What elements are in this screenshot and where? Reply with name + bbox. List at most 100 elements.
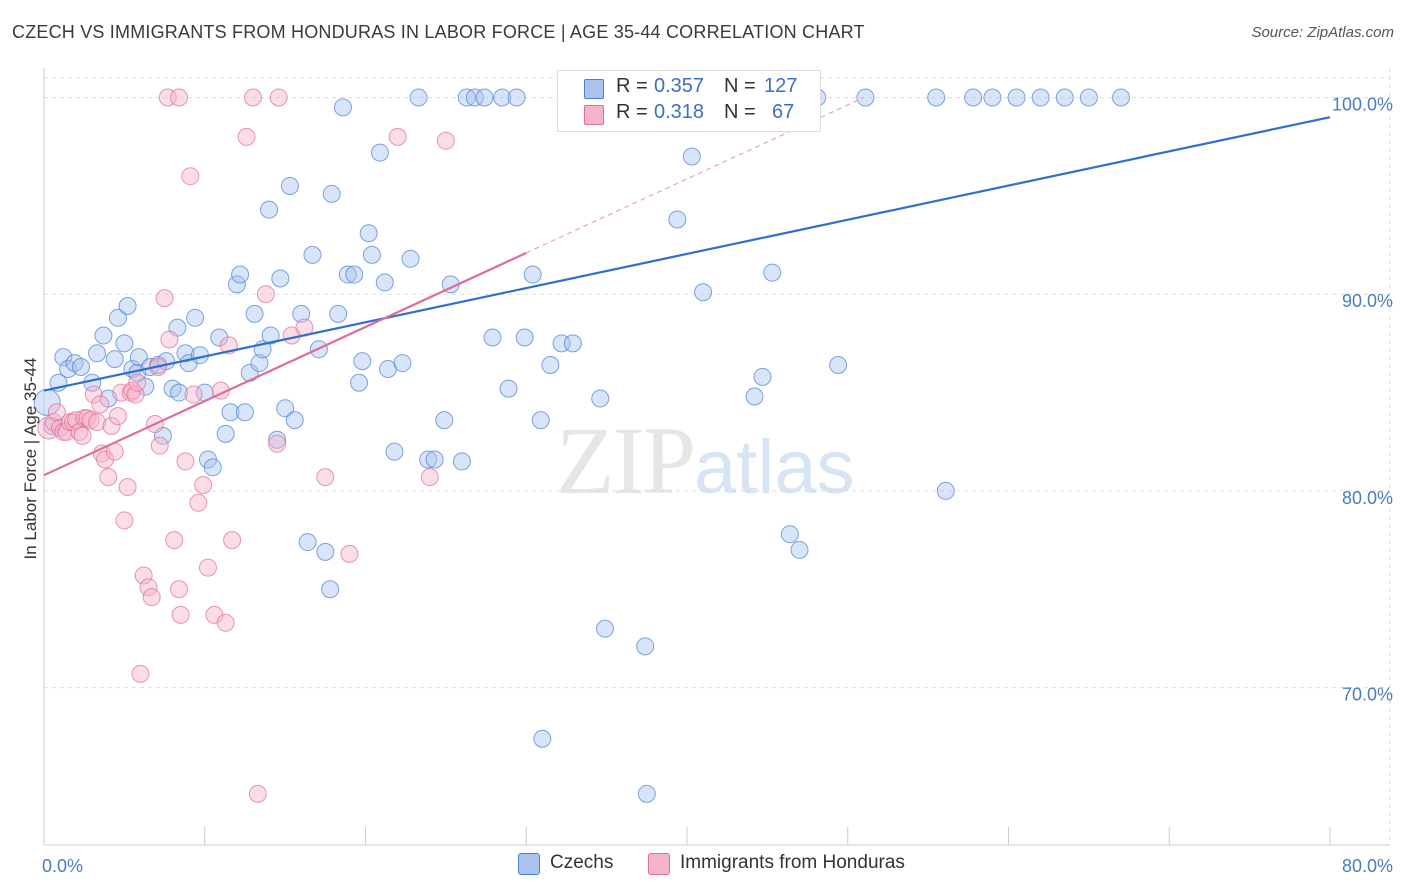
czech-point-70 bbox=[401, 249, 420, 268]
czech-point-45 bbox=[268, 430, 287, 449]
czech-point-51 bbox=[298, 533, 317, 552]
czech-point-36 bbox=[227, 275, 246, 294]
honduras-point-39 bbox=[165, 531, 184, 550]
czech-point-114 bbox=[856, 88, 875, 107]
czech-point-35 bbox=[221, 403, 240, 422]
czech-point-124 bbox=[533, 729, 552, 748]
honduras-point-53 bbox=[237, 127, 256, 146]
honduras-point-19 bbox=[99, 468, 118, 487]
honduras-point-16 bbox=[91, 395, 110, 414]
honduras-point-65 bbox=[243, 88, 262, 107]
axes bbox=[43, 68, 1390, 846]
czech-point-34 bbox=[216, 424, 235, 443]
honduras-point-52 bbox=[223, 531, 242, 550]
legend-n-value: 67 bbox=[772, 101, 795, 123]
czech-point-110 bbox=[790, 540, 809, 559]
czech-point-11 bbox=[105, 350, 124, 369]
czech-point-6 bbox=[71, 357, 90, 376]
honduras-point-13 bbox=[81, 411, 100, 430]
czech-point-14 bbox=[118, 297, 137, 316]
legend-swatch-honduras bbox=[648, 853, 670, 875]
series-czechs bbox=[33, 88, 1131, 803]
axis-labels: 100.0% 90.0% 80.0% 70.0% 0.0% 80.0% In Labor F… bbox=[21, 95, 1393, 876]
czech-point-54 bbox=[316, 542, 335, 561]
source-label: Source: ZipAtlas.com bbox=[1251, 24, 1394, 41]
czech-point-77 bbox=[465, 88, 484, 107]
czech-point-26 bbox=[176, 344, 195, 363]
honduras-point-29 bbox=[128, 373, 147, 392]
honduras-point-46 bbox=[194, 476, 213, 495]
czech-point-3 bbox=[54, 348, 73, 367]
honduras-point-12 bbox=[78, 409, 97, 428]
czech-point-84 bbox=[523, 265, 542, 284]
honduras-point-25 bbox=[118, 477, 137, 496]
czech-point-120 bbox=[1031, 88, 1050, 107]
honduras-point-44 bbox=[184, 385, 203, 404]
czech-point-99 bbox=[668, 210, 687, 229]
legend-swatch-czechs bbox=[518, 853, 540, 875]
czech-point-56 bbox=[322, 184, 341, 203]
honduras-point-33 bbox=[142, 588, 161, 607]
honduras-point-32 bbox=[139, 578, 158, 597]
honduras-point-2 bbox=[47, 403, 66, 422]
czech-point-121 bbox=[1055, 88, 1074, 107]
czech-point-113 bbox=[829, 356, 848, 375]
czech-point-44 bbox=[261, 326, 280, 345]
czech-point-118 bbox=[983, 88, 1002, 107]
czech-point-97 bbox=[636, 637, 655, 656]
czech-point-8 bbox=[88, 344, 107, 363]
czech-point-52 bbox=[303, 245, 322, 264]
chart-title: CZECH VS IMMIGRANTS FROM HONDURAS IN LAB… bbox=[12, 22, 865, 42]
honduras-point-28 bbox=[126, 385, 145, 404]
honduras-point-54 bbox=[256, 285, 275, 304]
honduras-point-10 bbox=[73, 426, 92, 445]
honduras-point-62 bbox=[436, 131, 455, 150]
czech-point-64 bbox=[362, 245, 381, 264]
legend-r-value: 0.318 bbox=[654, 101, 705, 123]
czech-point-68 bbox=[385, 442, 404, 461]
czech-point-117 bbox=[964, 88, 983, 107]
czech-point-48 bbox=[280, 177, 299, 196]
watermark-zip: ZIP bbox=[556, 407, 696, 514]
watermark-atlas: atlas bbox=[694, 425, 855, 510]
honduras-point-60 bbox=[388, 127, 407, 146]
czech-point-49 bbox=[285, 411, 304, 430]
czech-point-100 bbox=[682, 147, 701, 166]
grid-lines bbox=[44, 68, 1391, 845]
czech-point-71 bbox=[409, 88, 428, 107]
czech-point-85 bbox=[531, 411, 550, 430]
czech-point-12 bbox=[108, 308, 127, 327]
honduras-point-61 bbox=[420, 468, 439, 487]
honduras-point-24 bbox=[115, 511, 134, 530]
y-tick-label-3: 70.0% bbox=[1342, 685, 1393, 705]
czech-point-80 bbox=[493, 88, 512, 107]
czech-point-46 bbox=[271, 269, 290, 288]
honduras-point-50 bbox=[216, 613, 235, 632]
honduras-point-66 bbox=[269, 88, 288, 107]
legend-swatch-czechs bbox=[584, 79, 604, 99]
y-axis-label: In Labor Force | Age 35-44 bbox=[21, 358, 40, 560]
legend-n-label: N = bbox=[724, 101, 756, 123]
czech-point-50 bbox=[292, 304, 311, 323]
honduras-point-45 bbox=[189, 493, 208, 512]
czech-point-66 bbox=[375, 273, 394, 292]
czech-point-65 bbox=[370, 143, 389, 162]
honduras-point-30 bbox=[131, 664, 150, 683]
czech-point-47 bbox=[276, 399, 295, 418]
x-tick-label-1: 80.0% bbox=[1342, 856, 1393, 876]
honduras-point-58 bbox=[316, 468, 335, 487]
czech-point-32 bbox=[203, 458, 222, 477]
czech-point-101 bbox=[694, 283, 713, 302]
honduras-point-42 bbox=[176, 452, 195, 471]
czech-point-55 bbox=[321, 580, 340, 599]
x-tick-label-0: 0.0% bbox=[42, 856, 83, 876]
honduras-point-23 bbox=[112, 383, 131, 402]
legend-swatch-honduras bbox=[584, 105, 604, 125]
czech-point-78 bbox=[475, 88, 494, 107]
honduras-point-47 bbox=[198, 558, 217, 577]
czech-trend-line bbox=[43, 116, 1331, 392]
czech-point-13 bbox=[115, 334, 134, 353]
correlation-legend: R = 0.357 N = 127 R = 0.318 N = 67 bbox=[557, 70, 821, 132]
czech-point-40 bbox=[245, 304, 264, 323]
czech-point-57 bbox=[329, 304, 348, 323]
